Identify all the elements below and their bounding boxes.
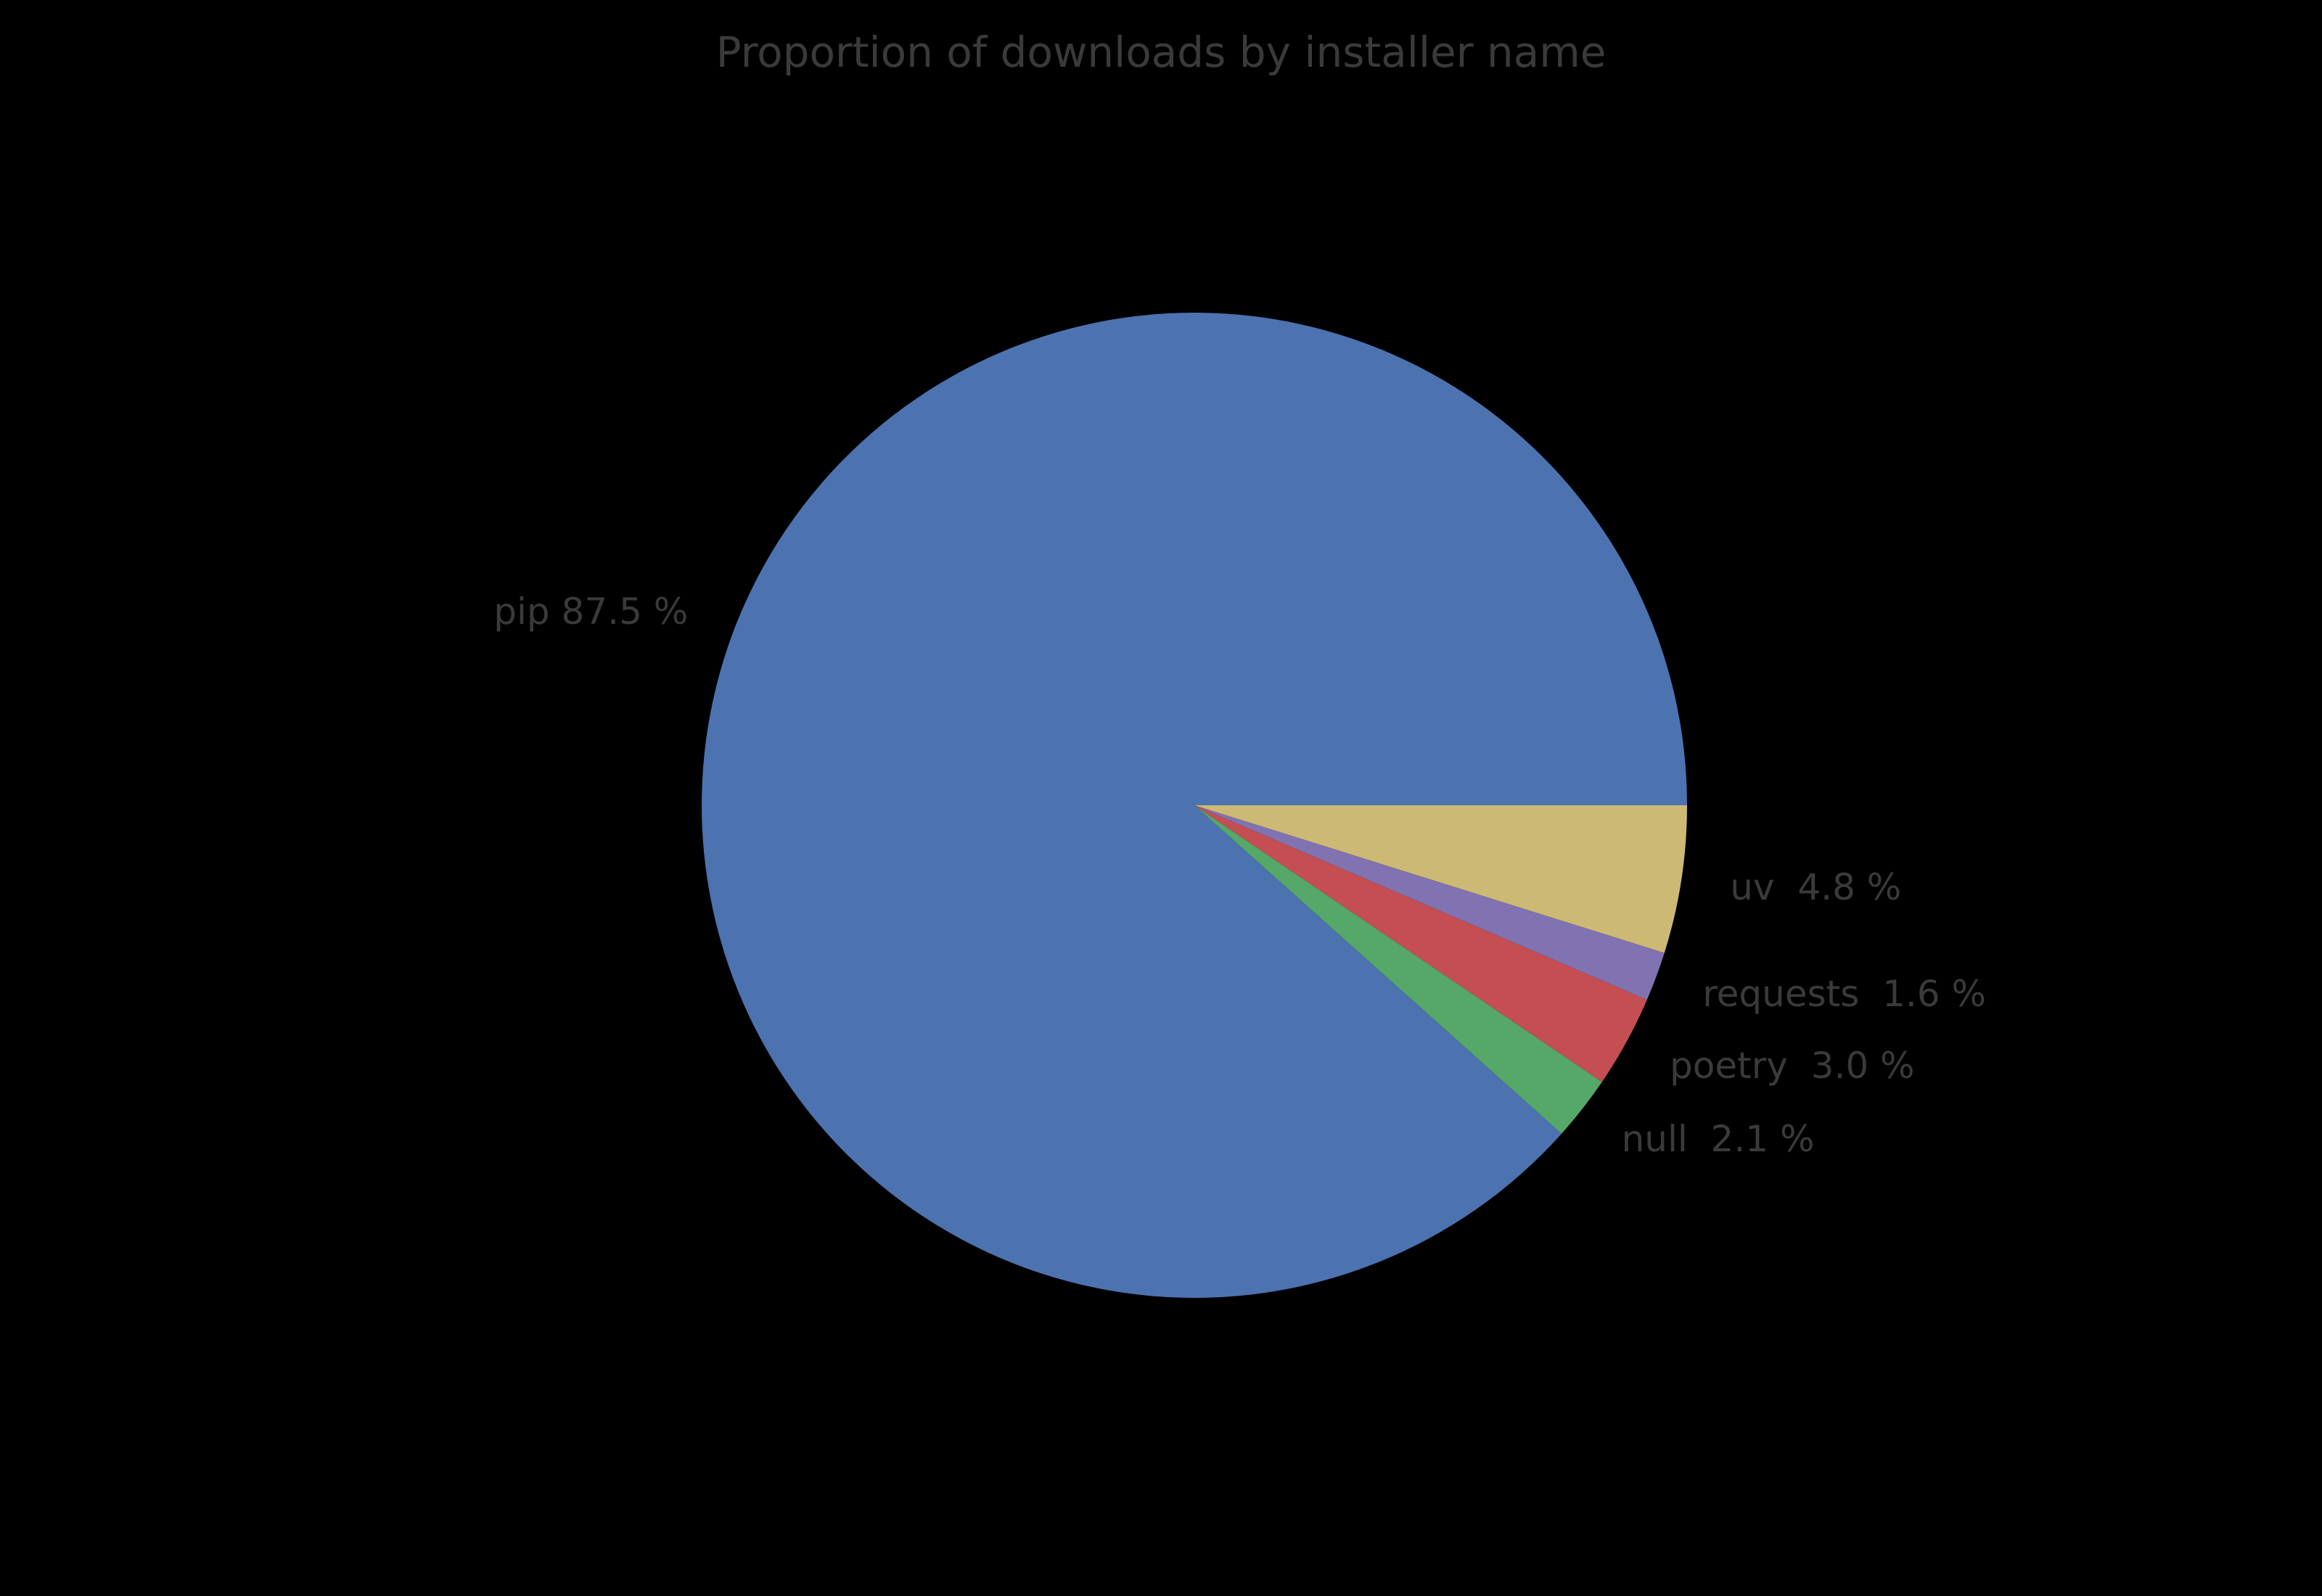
pie-slice-uv	[1194, 805, 1687, 953]
pie-slice-null	[1194, 805, 1602, 1134]
pie-slice-label-null: null 2.1 %	[1621, 1117, 1815, 1160]
pie-slice-label-poetry: poetry 3.0 %	[1670, 1045, 1915, 1087]
pie-slice-label-requests: requests 1.6 %	[1702, 972, 1987, 1015]
pie-slice-pip	[701, 312, 1687, 1298]
pie-slice-requests	[1194, 805, 1665, 1000]
pie-slice-label-uv: uv 4.8 %	[1730, 866, 1902, 909]
chart-title: Proportion of downloads by installer nam…	[715, 28, 1607, 77]
pie-slice-label-pip: pip 87.5 %	[493, 591, 689, 633]
pie-slice-poetry	[1194, 805, 1647, 1082]
